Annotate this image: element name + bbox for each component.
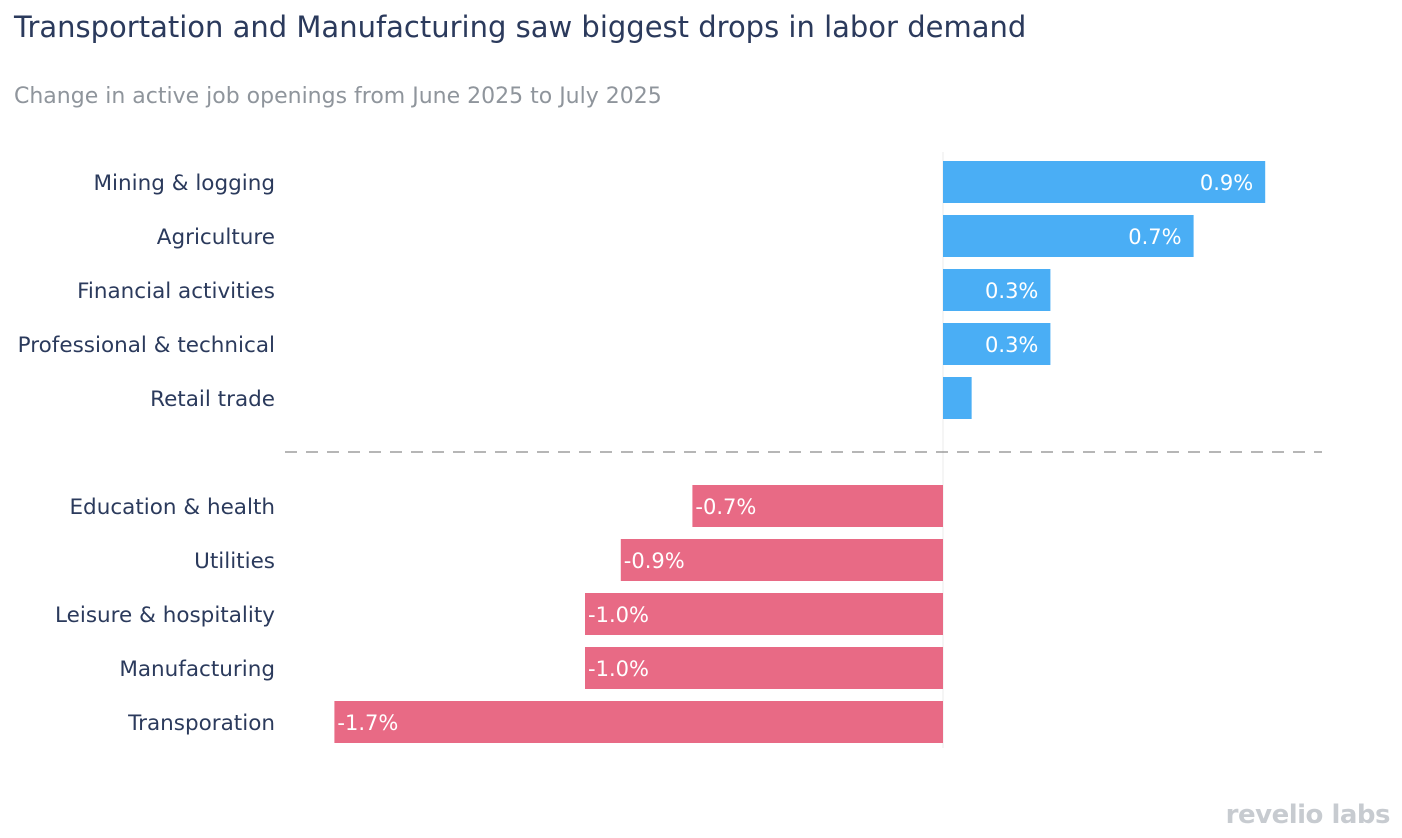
category-label-retail-trade: Retail trade xyxy=(150,387,275,412)
category-label-education-health: Education & health xyxy=(69,495,275,520)
category-label-leisure-hospitality: Leisure & hospitality xyxy=(55,603,275,628)
category-label-financial-activities: Financial activities xyxy=(77,279,275,304)
category-label-professional-technical: Professional & technical xyxy=(18,333,275,358)
chart-title: Transportation and Manufacturing saw big… xyxy=(14,10,1027,44)
value-label-transporation: -1.7% xyxy=(337,711,398,735)
bar-manufacturing xyxy=(585,647,943,689)
value-label-mining-logging: 0.9% xyxy=(1200,171,1253,195)
category-label-transporation: Transporation xyxy=(127,711,275,736)
bar-mining-logging xyxy=(943,161,1266,203)
value-label-financial-activities: 0.3% xyxy=(985,279,1038,303)
category-label-manufacturing: Manufacturing xyxy=(119,657,275,682)
bar-financial-activities xyxy=(943,269,1051,311)
bar-retail-trade xyxy=(943,377,972,419)
bar-agriculture xyxy=(943,215,1194,257)
bar-leisure-hospitality xyxy=(585,593,943,635)
category-label-mining-logging: Mining & logging xyxy=(93,171,275,196)
category-label-agriculture: Agriculture xyxy=(157,225,275,250)
value-label-utilities: -0.9% xyxy=(624,549,685,573)
value-label-manufacturing: -1.0% xyxy=(588,657,649,681)
revelio-labs-logo: revelio labs xyxy=(1225,800,1391,830)
value-label-leisure-hospitality: -1.0% xyxy=(588,603,649,627)
bar-utilities xyxy=(620,539,943,581)
value-label-agriculture: 0.7% xyxy=(1128,225,1181,249)
bar-professional-technical xyxy=(943,323,1051,365)
chart-subtitle: Change in active job openings from June … xyxy=(14,84,662,109)
bar-transporation xyxy=(334,701,943,743)
bar-education-health xyxy=(692,485,943,527)
value-label-education-health: -0.7% xyxy=(695,495,756,519)
value-label-professional-technical: 0.3% xyxy=(985,333,1038,357)
category-label-utilities: Utilities xyxy=(194,549,275,574)
